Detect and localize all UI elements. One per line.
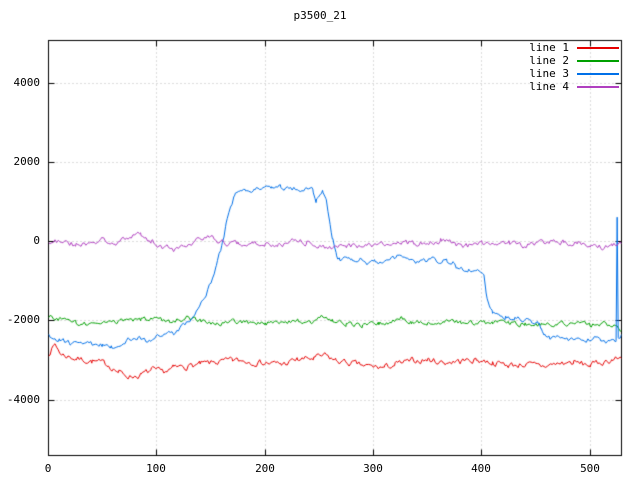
legend-label: line 2 xyxy=(529,54,569,67)
legend-item: line 1 xyxy=(529,41,619,54)
legend-line-sample xyxy=(577,72,619,75)
legend: line 1 line 2 line 3 line 4 xyxy=(529,41,619,93)
x-tick-label: 400 xyxy=(471,462,491,475)
y-tick-label: 4000 xyxy=(13,76,41,89)
x-tick-label: 500 xyxy=(580,462,600,475)
x-tick-label: 300 xyxy=(363,462,383,475)
legend-item: line 2 xyxy=(529,54,619,67)
y-tick-label: 0 xyxy=(33,234,40,247)
legend-item: line 3 xyxy=(529,67,619,80)
legend-line-sample xyxy=(577,59,619,62)
legend-label: line 3 xyxy=(529,67,569,80)
legend-label: line 1 xyxy=(529,41,569,54)
legend-line-sample xyxy=(577,85,619,88)
x-tick-label: 100 xyxy=(146,462,166,475)
legend-label: line 4 xyxy=(529,80,569,93)
y-tick-label: -2000 xyxy=(6,313,40,326)
y-tick-label: -4000 xyxy=(6,393,40,406)
chart-title: p3500_21 xyxy=(293,9,347,22)
x-tick-label: 0 xyxy=(44,462,52,475)
x-tick-label: 200 xyxy=(255,462,275,475)
legend-item: line 4 xyxy=(529,80,619,93)
y-tick-label: 2000 xyxy=(13,155,41,168)
legend-line-sample xyxy=(577,46,619,49)
